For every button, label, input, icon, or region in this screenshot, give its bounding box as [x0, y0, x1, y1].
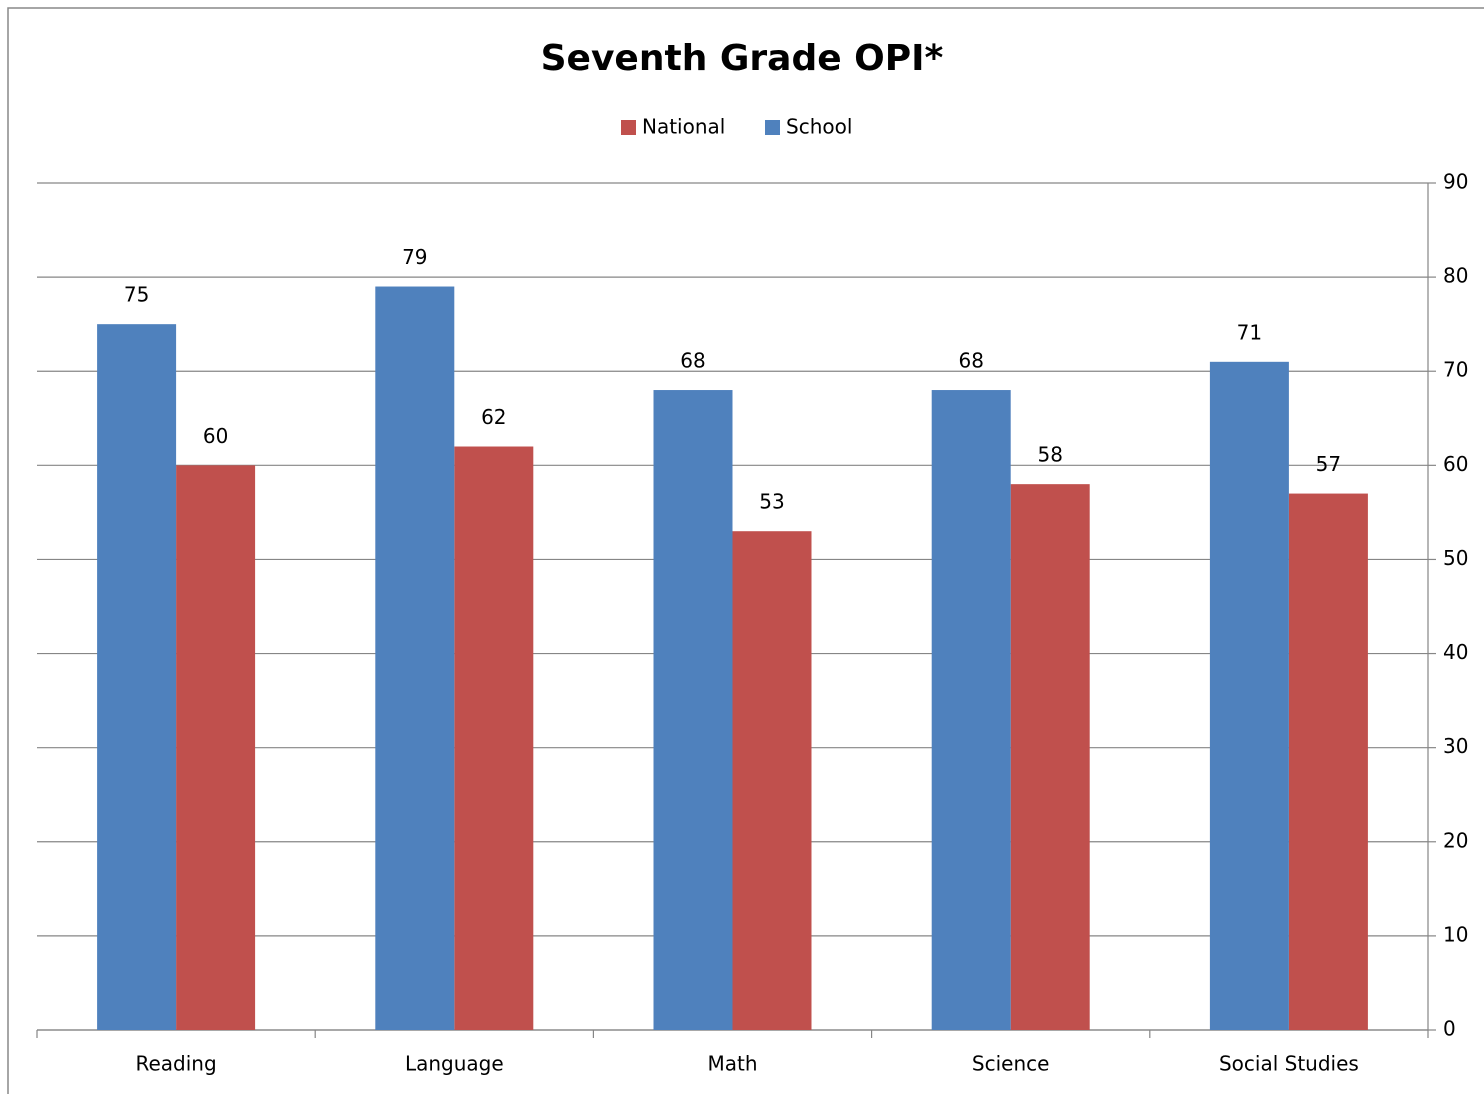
data-label: 60	[203, 424, 228, 448]
bar	[1288, 493, 1368, 1031]
data-label: 79	[402, 245, 427, 269]
y-tick-label: 10	[1443, 922, 1468, 946]
data-label: 75	[124, 283, 149, 307]
data-label: 62	[481, 405, 506, 429]
bar	[375, 286, 455, 1030]
legend-swatch	[765, 120, 780, 135]
bar	[1209, 361, 1289, 1030]
x-tick-label: Science	[972, 1052, 1050, 1076]
bar	[732, 531, 812, 1030]
x-tick-label: Language	[405, 1052, 504, 1076]
y-tick-label: 60	[1443, 452, 1468, 476]
y-tick-label: 20	[1443, 828, 1468, 852]
data-label: 71	[1237, 320, 1262, 344]
data-label: 53	[759, 490, 784, 514]
bar	[454, 446, 534, 1030]
data-label: 68	[680, 349, 705, 373]
bar	[653, 390, 733, 1030]
y-tick-label: 70	[1443, 358, 1468, 382]
y-tick-label: 90	[1443, 170, 1468, 194]
data-label: 68	[958, 349, 983, 373]
bar	[176, 465, 256, 1030]
y-tick-label: 30	[1443, 734, 1468, 758]
bar	[931, 390, 1011, 1030]
y-tick-label: 0	[1443, 1017, 1456, 1041]
x-tick-label: Math	[707, 1052, 757, 1076]
data-label: 58	[1037, 443, 1062, 467]
chart-title: Seventh Grade OPI*	[541, 38, 944, 79]
bar	[97, 324, 177, 1031]
legend-label: National	[642, 115, 725, 139]
legend-swatch	[621, 120, 636, 135]
x-tick-label: Reading	[136, 1052, 217, 1076]
y-tick-label: 50	[1443, 546, 1468, 570]
data-label: 57	[1316, 452, 1341, 476]
legend-label: School	[786, 115, 852, 139]
x-tick-label: Social Studies	[1219, 1052, 1359, 1076]
y-tick-label: 80	[1443, 264, 1468, 288]
bar	[1010, 484, 1090, 1031]
y-tick-label: 40	[1443, 640, 1468, 664]
